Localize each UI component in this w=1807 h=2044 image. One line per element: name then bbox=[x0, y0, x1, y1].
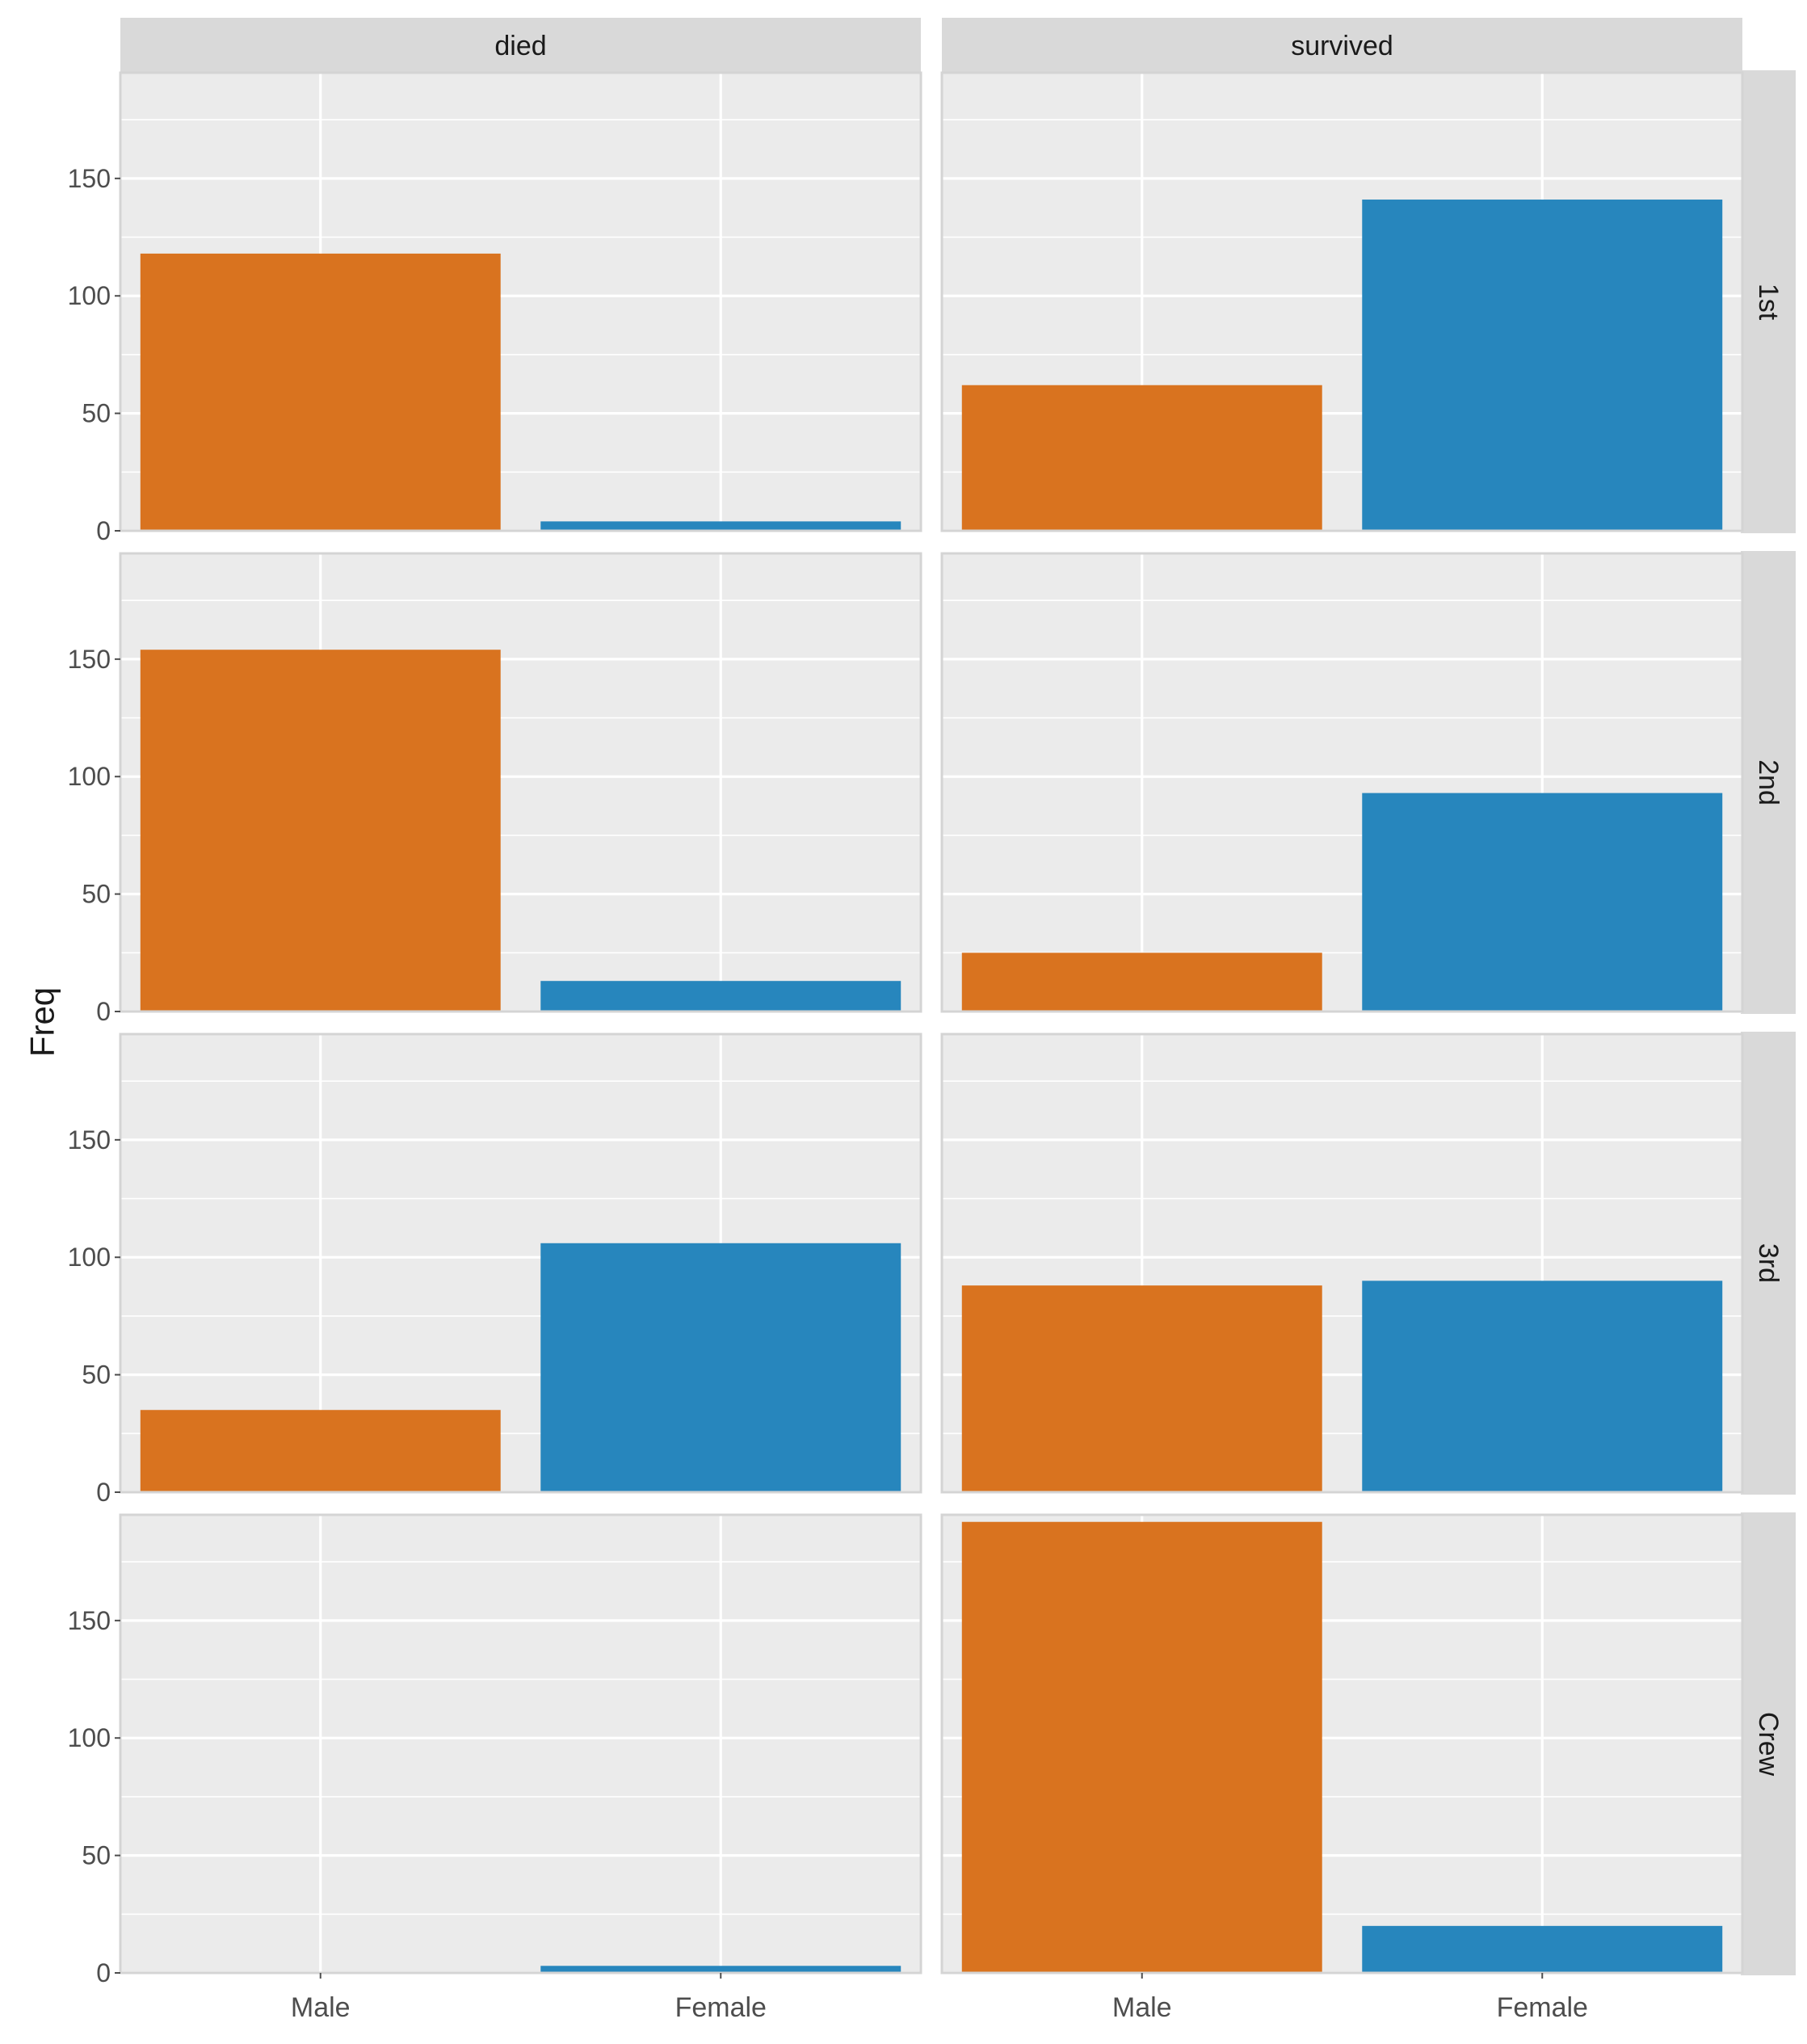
bar-survived-3rd-male bbox=[961, 1285, 1322, 1492]
bar-survived-2nd-female bbox=[1362, 793, 1723, 1011]
bar-survived-1st-female bbox=[1362, 200, 1723, 531]
bar-survived-1st-male bbox=[961, 385, 1322, 531]
x-tick-label: Male bbox=[1112, 1992, 1172, 2023]
y-tick-label: 50 bbox=[82, 1841, 111, 1870]
y-tick-label: 150 bbox=[68, 1606, 111, 1635]
bar-died-3rd-female bbox=[540, 1243, 901, 1492]
facet-label-1st: 1st bbox=[1753, 284, 1784, 321]
y-tick-label: 50 bbox=[82, 1361, 111, 1390]
y-tick-label: 150 bbox=[68, 645, 111, 674]
bar-survived-Crew-female bbox=[1362, 1925, 1723, 1973]
panel-border bbox=[119, 1033, 922, 1494]
bar-died-1st-female bbox=[540, 521, 901, 531]
facet-label-Crew: Crew bbox=[1753, 1712, 1784, 1777]
bar-died-3rd-male bbox=[140, 1410, 501, 1492]
y-tick-label: 100 bbox=[68, 1723, 111, 1752]
facet-strip-Crew bbox=[1741, 1512, 1796, 1975]
facet-strip-1st bbox=[1741, 70, 1796, 533]
facet-strip-survived bbox=[942, 18, 1742, 73]
y-tick-label: 0 bbox=[96, 997, 111, 1026]
y-tick-label: 0 bbox=[96, 1958, 111, 1987]
panel-border bbox=[940, 71, 1744, 532]
y-tick-label: 100 bbox=[68, 762, 111, 791]
panel-background bbox=[120, 1515, 921, 1973]
facet-strip-2nd bbox=[1741, 551, 1796, 1014]
bar-died-1st-male bbox=[140, 253, 501, 531]
bar-survived-2nd-male bbox=[961, 953, 1322, 1011]
y-tick-label: 0 bbox=[96, 516, 111, 545]
bar-survived-Crew-male bbox=[961, 1521, 1322, 1973]
facet-label-survived: survived bbox=[1291, 31, 1393, 61]
facet-strip-3rd bbox=[1741, 1032, 1796, 1495]
x-tick-label: Male bbox=[291, 1992, 351, 2023]
bar-died-2nd-female bbox=[540, 981, 901, 1011]
y-tick-label: 150 bbox=[68, 1125, 111, 1154]
facet-label-died: died bbox=[494, 31, 546, 61]
bar-died-Crew-female bbox=[540, 1966, 901, 1973]
y-tick-label: 100 bbox=[68, 281, 111, 310]
y-tick-label: 150 bbox=[68, 164, 111, 193]
y-tick-label: 50 bbox=[82, 880, 111, 909]
facet-strip-died bbox=[120, 18, 921, 73]
x-tick-label: Female bbox=[1497, 1992, 1588, 2023]
y-tick-label: 100 bbox=[68, 1243, 111, 1272]
panel-border bbox=[119, 71, 922, 532]
y-tick-label: 0 bbox=[96, 1478, 111, 1507]
panel-border bbox=[119, 1513, 922, 1975]
y-axis-title: Freq bbox=[23, 987, 61, 1057]
panel-border bbox=[940, 1513, 1744, 1975]
facet-label-3rd: 3rd bbox=[1753, 1243, 1784, 1283]
y-tick-label: 50 bbox=[82, 399, 111, 428]
x-tick-label: Female bbox=[675, 1992, 767, 2023]
bar-died-2nd-male bbox=[140, 650, 501, 1011]
bar-survived-3rd-female bbox=[1362, 1281, 1723, 1492]
panel-border bbox=[940, 1033, 1744, 1494]
panel-border bbox=[940, 552, 1744, 1013]
panel-border bbox=[119, 552, 922, 1013]
facet-label-2nd: 2nd bbox=[1753, 759, 1784, 805]
